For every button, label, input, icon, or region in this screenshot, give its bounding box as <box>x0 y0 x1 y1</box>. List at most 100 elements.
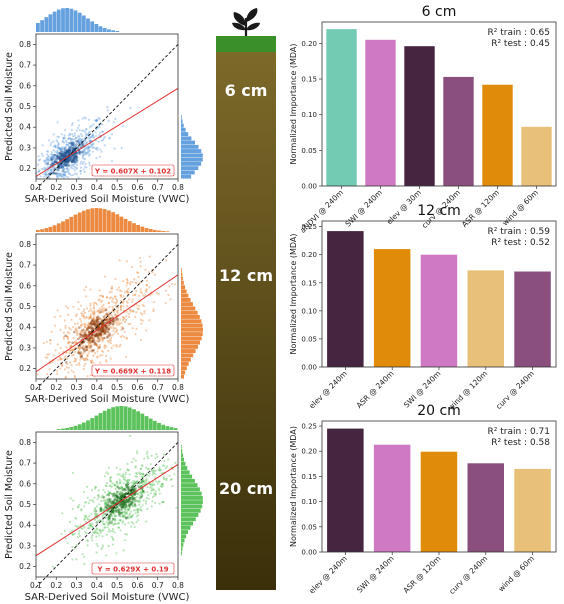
top-marginal-histogram <box>36 208 170 232</box>
regression-equation: Y = 0.629X + 0.19 <box>91 562 175 575</box>
grass-layer <box>216 36 276 52</box>
histogram-bar <box>181 466 188 470</box>
histogram-bar <box>181 310 198 315</box>
x-tick-label: ASR @ 120m <box>401 554 442 595</box>
x-tick-label: 0.3 <box>71 383 83 392</box>
histogram-bar <box>181 538 185 543</box>
histogram-bar <box>181 144 199 149</box>
histogram-bar <box>181 470 190 475</box>
bar-2 <box>373 444 411 552</box>
histogram-bar <box>181 332 203 336</box>
x-axis-label: SAR-Derived Soil Moisture (VWC) <box>25 394 190 405</box>
histogram-bar <box>61 428 65 430</box>
soil-profile <box>216 50 276 590</box>
histogram-bar <box>165 426 170 430</box>
histogram-bar <box>123 218 128 232</box>
y-tick-label: 0.10 <box>301 111 317 119</box>
histogram-bar <box>181 534 187 539</box>
histogram-bar <box>127 407 132 430</box>
y-tick-label: 0.00 <box>301 364 317 372</box>
scatter-panel-3: 0.1 0.2 0.3 0.4 0.5 0.6 0.7 0.8 0.2 0.3 0.4 0.5 0.6 0… <box>4 406 203 603</box>
r2-train-label: R² train : 0.65 <box>488 28 550 38</box>
histogram-bar <box>181 327 203 332</box>
histogram-bar <box>181 349 196 353</box>
y-tick-label: 0.10 <box>301 307 317 315</box>
histogram-bar <box>181 285 185 290</box>
histogram-bar <box>181 474 193 479</box>
bar-6 <box>521 126 552 186</box>
bar-2 <box>373 249 411 367</box>
r2-train-label: R² train : 0.59 <box>488 227 551 237</box>
bar-chart-title: 12 cm <box>417 203 461 219</box>
x-tick-label: 0.6 <box>131 581 143 590</box>
x-tick-label: 0.2 <box>50 183 62 192</box>
regression-line <box>35 464 179 557</box>
regression-line <box>35 87 179 177</box>
y-tick-label: 0.6 <box>19 479 31 488</box>
histogram-bar <box>181 370 186 375</box>
scatter-points <box>52 434 178 569</box>
equation-text: Y = 0.669X + 0.118 <box>94 368 171 376</box>
x-tick-label: 0.8 <box>172 581 184 590</box>
right-marginal-histogram <box>181 115 203 179</box>
one-to-one-line <box>35 244 179 390</box>
soil-column: 6 cm 12 cm 20 cm <box>216 8 276 590</box>
histogram-bar <box>181 366 187 371</box>
histogram-bar <box>181 444 182 449</box>
x-tick-label: 0.3 <box>71 581 83 590</box>
histogram-bar <box>181 289 187 294</box>
equation-text: Y = 0.629X + 0.19 <box>96 566 168 574</box>
equation-box <box>91 562 175 575</box>
histogram-bar <box>181 508 201 513</box>
bar-3 <box>420 451 458 552</box>
histogram-bar <box>181 547 183 551</box>
y-tick-label: 0.7 <box>19 261 31 270</box>
y-tick-label: 0.8 <box>19 240 31 249</box>
histogram-bar <box>181 136 192 141</box>
y-tick-label: 0.3 <box>19 541 31 550</box>
histogram-bar <box>123 406 128 430</box>
bar-5 <box>482 84 513 186</box>
x-tick-label: 0.4 <box>91 383 103 392</box>
y-axis-label: Normalized Importance (MDA) <box>289 44 298 165</box>
histogram-bar <box>136 225 140 232</box>
y-tick-label: 0.4 <box>19 123 31 132</box>
equation-text: Y = 0.607X + 0.102 <box>94 168 171 176</box>
histogram-bar <box>107 210 111 232</box>
histogram-bar <box>81 422 86 430</box>
histogram-bar <box>181 353 194 358</box>
histogram-bar <box>181 140 195 145</box>
histogram-bar <box>181 374 184 379</box>
y-tick-label: 0.05 <box>301 523 317 531</box>
histogram-bar <box>44 228 49 232</box>
y-tick-label: 0.4 <box>19 323 31 332</box>
histogram-bar <box>181 496 203 500</box>
histogram-bar <box>181 280 184 285</box>
histogram-bar <box>69 216 74 232</box>
histogram-bar <box>181 319 202 324</box>
scatter-panel-1: 0.1 0.2 0.3 0.4 0.5 0.6 0.7 0.8 0.2 0.3 0.4 0.5 0.6 0… <box>4 8 203 205</box>
histogram-bar <box>148 229 153 232</box>
y-tick-label: 0.6 <box>19 281 31 290</box>
histogram-bar <box>90 418 95 430</box>
histogram-bar <box>181 161 202 166</box>
histogram-bar <box>36 230 40 232</box>
histogram-bar <box>86 209 90 232</box>
y-tick-label: 0.2 <box>19 164 31 173</box>
histogram-bar <box>44 17 49 32</box>
y-tick-label: 0.00 <box>301 183 317 191</box>
histogram-bar <box>48 226 53 232</box>
scatter-panels: 0.1 0.2 0.3 0.4 0.5 0.6 0.7 0.8 0.2 0.3 0.4 0.5 0.6 0… <box>4 8 203 603</box>
bar-1 <box>326 29 357 186</box>
histogram-bar <box>98 208 103 232</box>
histogram-bar <box>169 427 174 430</box>
histogram-bar <box>181 306 196 311</box>
bar-chart-frame <box>321 220 557 368</box>
histogram-bar <box>56 223 61 232</box>
histogram-bar <box>181 298 191 302</box>
histogram-bar <box>181 483 198 488</box>
histogram-bar <box>140 226 145 232</box>
histogram-bar <box>181 461 186 466</box>
histogram-bar <box>52 11 57 32</box>
y-tick-label: 0.8 <box>19 40 31 49</box>
